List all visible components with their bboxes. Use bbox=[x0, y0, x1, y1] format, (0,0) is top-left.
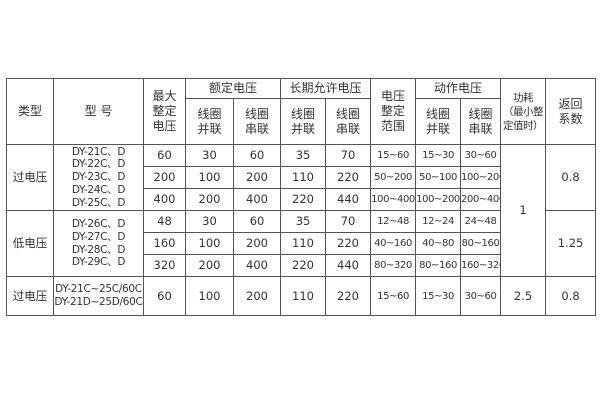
header-voltage-setting-range: 电压 整定 范围 bbox=[370, 78, 417, 145]
table-cell: 80~160 bbox=[460, 232, 502, 255]
table-cell: 100 bbox=[185, 276, 234, 316]
header-return-coefficient: 返回 系数 bbox=[545, 78, 597, 145]
table-cell: 80~160 bbox=[415, 254, 462, 277]
table-cell: 110 bbox=[280, 232, 327, 255]
model-cell-group1: DY-21C、D DY-22C、D DY-23C、D DY-24C、D DY-2… bbox=[53, 144, 144, 211]
table-cell: 60 bbox=[143, 144, 186, 167]
table-row: 400 200 400 220 440 100~400 100~200 200~… bbox=[7, 188, 596, 211]
table-cell: 12~24 bbox=[415, 210, 462, 233]
table-cell: 100~200 bbox=[415, 188, 462, 211]
table-cell: 220 bbox=[280, 254, 327, 277]
relay-spec-table-container: 类型 型 号 最大 整定 电压 额定电压 长期允许电压 电压 整定 范围 动作电… bbox=[6, 78, 597, 316]
table-row: 320 200 400 220 440 80~320 80~160 160~32… bbox=[7, 254, 596, 277]
table-cell: 100~400 bbox=[370, 188, 417, 211]
table-cell: 200 bbox=[185, 188, 234, 211]
table-cell: 70 bbox=[325, 210, 372, 233]
table-cell: 35 bbox=[280, 144, 327, 167]
table-row: 过电压 DY-21C、D DY-22C、D DY-23C、D DY-24C、D … bbox=[6, 144, 597, 277]
header-row-subs: 线圈 并联 线圈 串联 线圈 并联 线圈 串联 线圈 并联 线圈 串联 bbox=[7, 98, 596, 145]
table-cell: 50~200 bbox=[370, 166, 417, 189]
table-cell: 100~200 bbox=[460, 166, 502, 189]
type-cell-group2: 低电压 bbox=[6, 210, 54, 277]
table-cell: 220 bbox=[280, 188, 327, 211]
table-cell: 400 bbox=[143, 188, 186, 211]
table-cell: 30~60 bbox=[460, 144, 502, 167]
table-cell: 400 bbox=[232, 188, 282, 211]
header-rated-voltage-group: 额定电压 bbox=[184, 78, 282, 99]
table-cell: 200~400 bbox=[460, 188, 502, 211]
table-cell: 160~320 bbox=[460, 254, 502, 277]
model-cell-group2: DY-26C、D DY-27C、D DY-28C、D DY-29C、D bbox=[53, 210, 144, 277]
return-coefficient-cell-group1: 0.8 bbox=[545, 144, 597, 211]
table-cell: 15~30 bbox=[415, 144, 462, 167]
power-cell-rows1-6: 1 bbox=[500, 144, 547, 277]
table-cell: 15~30 bbox=[415, 276, 462, 316]
header-power-consumption: 功耗 （最小整 定值时） bbox=[500, 78, 547, 145]
table-cell: 200 bbox=[232, 276, 282, 316]
table-cell: 440 bbox=[325, 188, 372, 211]
table-cell: 30 bbox=[185, 210, 234, 233]
table-cell: 35 bbox=[280, 210, 327, 233]
type-cell-group3: 过电压 bbox=[6, 276, 54, 316]
model-cell-group3: DY-21C~25C/60C DY-21D~25D/60C bbox=[53, 276, 144, 316]
table-cell: 80~320 bbox=[370, 254, 417, 277]
header-longterm-coil-parallel: 线圈 并联 bbox=[280, 98, 327, 145]
table-cell: 30~60 bbox=[460, 276, 502, 316]
table-cell: 100 bbox=[185, 232, 234, 255]
table-cell: 100 bbox=[185, 166, 234, 189]
table-cell: 160 bbox=[143, 232, 186, 255]
table-cell: 50~100 bbox=[415, 166, 462, 189]
table-cell: 320 bbox=[143, 254, 186, 277]
type-cell-group1: 过电压 bbox=[6, 144, 54, 211]
header-action-coil-parallel: 线圈 并联 bbox=[415, 98, 462, 145]
power-cell-row7: 2.5 bbox=[500, 276, 547, 316]
table-cell: 200 bbox=[185, 254, 234, 277]
table-cell: 110 bbox=[280, 276, 327, 316]
table-cell: 40~80 bbox=[415, 232, 462, 255]
table-cell: 200 bbox=[143, 166, 186, 189]
table-cell: 12~48 bbox=[370, 210, 417, 233]
table-row: 过电压 DY-21C~25C/60C DY-21D~25D/60C 60 100… bbox=[6, 276, 597, 316]
table-cell: 220 bbox=[325, 166, 372, 189]
header-action-coil-series: 线圈 串联 bbox=[460, 98, 502, 145]
table-cell: 60 bbox=[232, 210, 282, 233]
header-long-term-voltage-group: 长期允许电压 bbox=[280, 78, 372, 99]
table-cell: 70 bbox=[325, 144, 372, 167]
header-max-setting-voltage: 最大 整定 电压 bbox=[143, 78, 186, 145]
table-cell: 200 bbox=[232, 232, 282, 255]
header-rated-coil-parallel: 线圈 并联 bbox=[185, 98, 234, 145]
header-rated-coil-series: 线圈 串联 bbox=[232, 98, 282, 145]
table-cell: 30 bbox=[185, 144, 234, 167]
return-coefficient-cell-group3: 0.8 bbox=[545, 276, 597, 316]
table-cell: 110 bbox=[280, 166, 327, 189]
table-cell: 24~48 bbox=[460, 210, 502, 233]
header-action-voltage-group: 动作电压 bbox=[415, 78, 502, 99]
table-cell: 40~160 bbox=[370, 232, 417, 255]
table-cell: 48 bbox=[143, 210, 186, 233]
table-cell: 15~60 bbox=[370, 276, 417, 316]
table-cell: 60 bbox=[232, 144, 282, 167]
header-row-groups: 类型 型 号 最大 整定 电压 额定电压 长期允许电压 电压 整定 范围 动作电… bbox=[6, 78, 597, 145]
return-coefficient-cell-group2: 1.25 bbox=[545, 210, 597, 277]
table-cell: 400 bbox=[232, 254, 282, 277]
table-cell: 220 bbox=[325, 232, 372, 255]
table-cell: 200 bbox=[232, 166, 282, 189]
header-longterm-coil-series: 线圈 串联 bbox=[325, 98, 372, 145]
table-row: 160 100 200 110 220 40~160 40~80 80~160 bbox=[7, 232, 596, 255]
header-type: 类型 bbox=[6, 78, 54, 145]
table-cell: 15~60 bbox=[370, 144, 417, 167]
table-cell: 440 bbox=[325, 254, 372, 277]
table-cell: 220 bbox=[325, 276, 372, 316]
header-model: 型 号 bbox=[53, 78, 144, 145]
table-cell: 60 bbox=[143, 276, 186, 316]
relay-spec-table: 类型 型 号 最大 整定 电压 额定电压 长期允许电压 电压 整定 范围 动作电… bbox=[6, 78, 597, 316]
